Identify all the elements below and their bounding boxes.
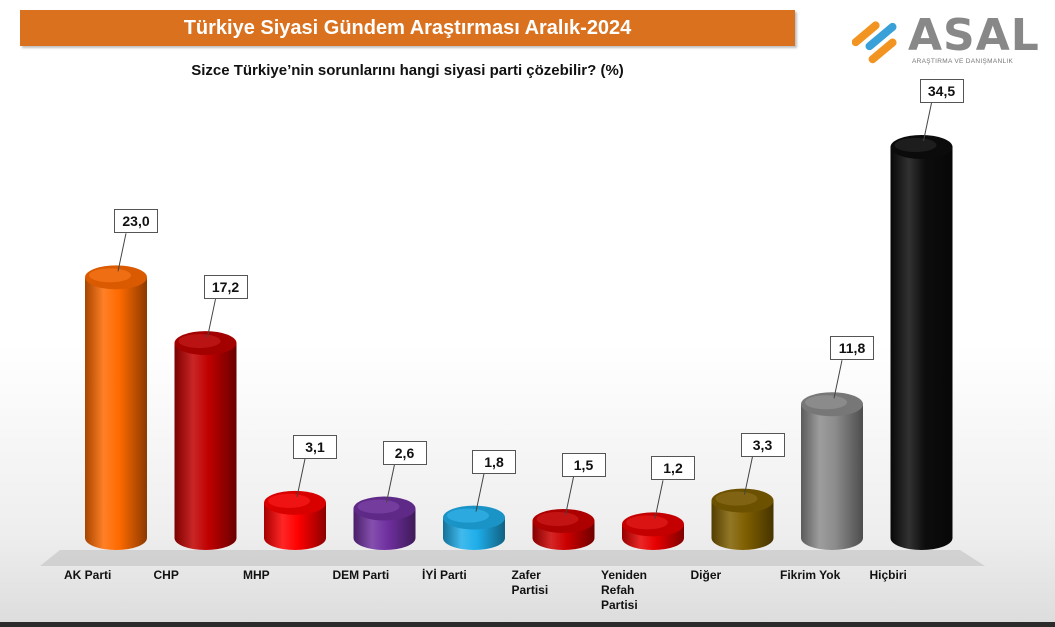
data-label: 11,8: [830, 336, 874, 361]
leader-line: [654, 480, 664, 519]
category-label: DEM Parti: [333, 568, 433, 583]
category-label: İYİ Parti: [422, 568, 522, 583]
data-label: 34,5: [919, 79, 964, 103]
category-label-line: CHP: [153, 568, 179, 582]
leader-line: [744, 456, 753, 495]
bar-top-highlight: [536, 512, 579, 526]
bar-top-highlight: [626, 515, 668, 530]
bar-top-highlight: [805, 395, 847, 410]
asal-logo-mark-icon: [852, 21, 897, 64]
chart-subtitle: Sizce Türkiye’nin sorunlarını hangi siya…: [191, 62, 624, 79]
bar-body: [264, 502, 326, 550]
data-label: 17,2: [203, 275, 248, 300]
category-label-line: MHP: [243, 568, 270, 582]
chart-title: Türkiye Siyasi Gündem Araştırması Aralık…: [183, 16, 632, 39]
category-label-line: Partisi: [601, 598, 638, 612]
data-label: 2,6: [382, 440, 427, 465]
data-label: 1,2: [651, 456, 695, 481]
category-label: AK Parti: [64, 568, 164, 583]
bar-4: [353, 496, 416, 550]
bar-top-highlight: [894, 138, 937, 152]
bar-body: [85, 277, 147, 550]
bar-7: [622, 512, 684, 550]
logo-tagline: ARAŞTIRMA VE DANIŞMANLIK: [912, 58, 1014, 65]
bar-body: [890, 147, 953, 550]
category-label-line: Zafer: [511, 568, 541, 582]
bar-body: [801, 404, 863, 550]
leader-line: [207, 298, 216, 338]
bar-5: [443, 505, 505, 550]
asal-logo: ASAL ARAŞTIRMA VE DANIŞMANLIK: [852, 10, 1052, 68]
bar-6: [532, 509, 595, 550]
data-label: 1,5: [561, 453, 606, 477]
category-label: Diğer: [691, 568, 791, 583]
bar-top-highlight: [89, 268, 131, 283]
data-label: 3,1: [293, 434, 337, 459]
bar-3: [264, 490, 326, 550]
category-label-line: AK Parti: [64, 568, 112, 582]
category-label-line: Yeniden: [601, 568, 648, 582]
category-label: Fikrim Yok: [780, 568, 880, 583]
leader-line: [475, 473, 485, 512]
category-label: Hiçbiri: [870, 568, 970, 583]
leader-line: [386, 464, 395, 503]
leader-line: [117, 233, 127, 272]
category-label: MHP: [243, 568, 343, 583]
bar-top-highlight: [715, 491, 758, 506]
logo-wordmark: ASAL: [908, 10, 1040, 61]
bar-1: [85, 265, 147, 550]
data-label: 3,3: [740, 432, 785, 457]
category-label: CHP: [154, 568, 254, 583]
category-label-line: Hiçbiri: [869, 568, 907, 582]
category-label-line: Partisi: [511, 583, 549, 597]
data-label: 1,8: [472, 449, 516, 474]
bar-2: [174, 331, 237, 550]
bar-top-highlight: [268, 493, 310, 508]
category-label-line: Diğer: [690, 568, 722, 582]
chart-floor: [40, 550, 985, 566]
bar-top-highlight: [447, 508, 489, 523]
data-label: 23,0: [114, 209, 158, 234]
bar-top-highlight: [178, 334, 221, 349]
category-label-line: Refah: [601, 583, 635, 597]
bottom-strip: [0, 622, 1055, 627]
category-label-line: Fikrim Yok: [780, 568, 841, 582]
category-label: Zafer Partisi: [512, 568, 612, 598]
leader-line: [296, 458, 306, 497]
leader-line: [923, 102, 932, 142]
leader-line: [565, 476, 574, 516]
category-label-line: İYİ Parti: [422, 568, 467, 582]
category-label-line: DEM Parti: [332, 568, 390, 582]
bar-9: [801, 392, 863, 550]
bar-body: [711, 500, 774, 550]
bar-8: [711, 488, 774, 550]
bar-10: [890, 135, 953, 550]
leader-line: [833, 360, 843, 399]
title-banner: Türkiye Siyasi Gündem Araştırması Aralık…: [20, 10, 795, 46]
category-label: Yeniden Refah Partisi: [601, 568, 701, 613]
bar-top-highlight: [357, 499, 400, 514]
bar-body: [174, 343, 237, 550]
